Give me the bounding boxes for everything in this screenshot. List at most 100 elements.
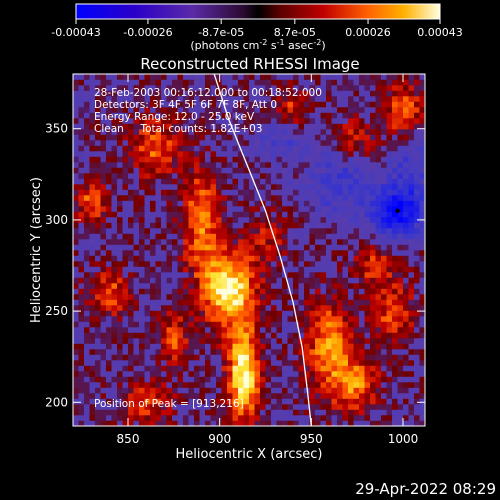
heatmap-cell <box>139 349 145 355</box>
heatmap-cell <box>331 266 338 273</box>
heatmap-cell <box>117 228 123 234</box>
heatmap-cell <box>155 101 162 108</box>
heatmap-cell <box>150 266 156 273</box>
heatmap-cell <box>364 283 371 289</box>
heatmap-cell <box>166 404 173 410</box>
heatmap-cell <box>122 415 129 421</box>
heatmap-cell <box>331 343 338 350</box>
heatmap-cell <box>100 217 107 223</box>
heatmap-cell <box>254 140 261 146</box>
heatmap-cell <box>342 156 349 163</box>
heatmap-cell <box>265 255 272 262</box>
heatmap-cell <box>309 129 316 135</box>
heatmap-cell <box>326 200 332 207</box>
heatmap-cell <box>265 118 272 124</box>
heatmap-cell <box>161 420 167 426</box>
heatmap-cell <box>293 255 299 262</box>
heatmap-cell <box>370 217 376 223</box>
heatmap-cell <box>95 277 101 284</box>
heatmap-cell <box>166 349 173 355</box>
heatmap-cell <box>293 272 299 278</box>
heatmap-cell <box>408 294 415 300</box>
heatmap-cell <box>293 371 299 377</box>
heatmap-cell <box>397 349 404 355</box>
heatmap-cell <box>78 321 85 328</box>
heatmap-cell <box>326 173 332 179</box>
heatmap-cell <box>249 195 255 201</box>
heatmap-cell <box>183 387 189 394</box>
heatmap-cell <box>370 173 376 179</box>
heatmap-cell <box>353 393 360 399</box>
heatmap-cell <box>375 217 382 223</box>
heatmap-cell <box>271 217 277 223</box>
heatmap-cell <box>370 310 376 317</box>
heatmap-cell <box>276 184 283 190</box>
heatmap-cell <box>150 123 156 130</box>
heatmap-cell <box>254 354 261 361</box>
heatmap-cell <box>238 277 244 284</box>
heatmap-cell <box>144 261 151 267</box>
heatmap-cell <box>419 398 425 405</box>
heatmap-cell <box>133 343 140 350</box>
heatmap-cell <box>260 233 266 240</box>
heatmap-cell <box>392 156 398 163</box>
heatmap-cell <box>194 96 200 102</box>
heatmap-cell <box>249 305 255 311</box>
heatmap-cell <box>111 349 118 355</box>
heatmap-cell <box>139 294 145 300</box>
heatmap-cell <box>419 250 425 256</box>
heatmap-cell <box>265 261 272 267</box>
heatmap-cell <box>84 299 90 306</box>
heatmap-cell <box>177 393 184 399</box>
heatmap-cell <box>177 112 184 119</box>
heatmap-cell <box>177 398 184 405</box>
heatmap-cell <box>364 305 371 311</box>
heatmap-cell <box>320 321 327 328</box>
heatmap-cell <box>100 244 107 251</box>
heatmap-cell <box>232 156 239 163</box>
heatmap-cell <box>386 365 393 372</box>
heatmap-cell <box>139 266 145 273</box>
heatmap-cell <box>216 178 222 185</box>
heatmap-cell <box>161 233 167 240</box>
heatmap-cell <box>342 299 349 306</box>
heatmap-cell <box>304 151 310 157</box>
heatmap-cell <box>238 393 244 399</box>
heatmap-cell <box>293 79 299 86</box>
heatmap-cell <box>287 283 294 289</box>
heatmap-cell <box>375 200 382 207</box>
heatmap-cell <box>172 321 178 328</box>
heatmap-cell <box>155 387 162 394</box>
heatmap-cell <box>260 151 266 157</box>
heatmap-cell <box>243 233 250 240</box>
heatmap-cell <box>348 101 354 108</box>
heatmap-cell <box>216 310 222 317</box>
heatmap-cell <box>155 261 162 267</box>
heatmap-cell <box>84 327 90 333</box>
heatmap-cell <box>326 123 332 130</box>
heatmap-cell <box>95 184 101 190</box>
heatmap-cell <box>111 415 118 421</box>
heatmap-cell <box>320 305 327 311</box>
heatmap-cell <box>337 316 343 322</box>
heatmap-cell <box>238 283 244 289</box>
heatmap-cell <box>100 134 107 141</box>
heatmap-cell <box>73 415 79 421</box>
heatmap-cell <box>177 349 184 355</box>
heatmap-cell <box>111 112 118 119</box>
heatmap-cell <box>403 266 409 273</box>
heatmap-cell <box>100 321 107 328</box>
heatmap-cell <box>298 277 305 284</box>
heatmap-cell <box>128 90 134 97</box>
heatmap-cell <box>210 233 217 240</box>
heatmap-cell <box>100 206 107 212</box>
heatmap-cell <box>139 387 145 394</box>
heatmap-cell <box>304 134 310 141</box>
heatmap-cell <box>364 90 371 97</box>
heatmap-cell <box>419 134 425 141</box>
heatmap-cell <box>414 162 420 168</box>
heatmap-cell <box>210 299 217 306</box>
heatmap-cell <box>315 354 321 361</box>
heatmap-cell <box>194 101 200 108</box>
heatmap-cell <box>315 398 321 405</box>
